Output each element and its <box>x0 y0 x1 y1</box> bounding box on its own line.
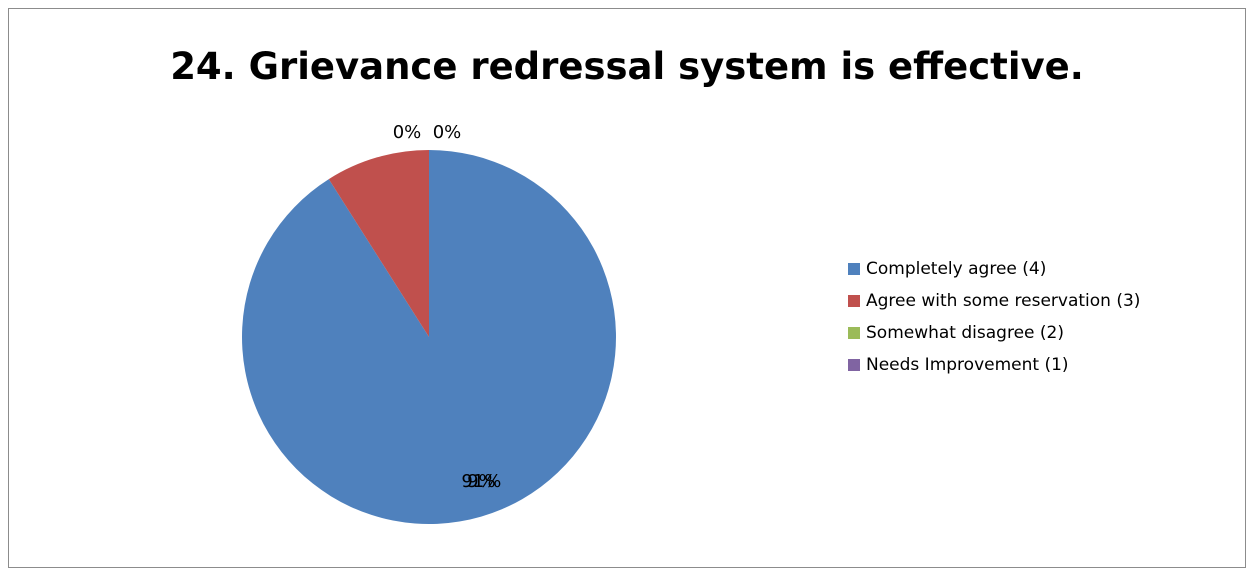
chart-frame: 24. Grievance redressal system is effect… <box>8 8 1246 568</box>
data-label-2: 9% <box>467 471 496 492</box>
data-label-1: 91% <box>461 471 501 492</box>
pie-slice-2 <box>328 150 429 337</box>
data-label-4: 0% <box>433 122 462 143</box>
legend-item: Completely agree (4) <box>848 253 1140 285</box>
legend-label: Needs Improvement (1) <box>866 355 1069 375</box>
legend-swatch <box>848 263 860 275</box>
legend-swatch <box>848 359 860 371</box>
legend-label: Completely agree (4) <box>866 259 1047 279</box>
chart-title: 24. Grievance redressal system is effect… <box>170 45 1084 88</box>
legend-swatch <box>848 295 860 307</box>
legend-swatch <box>848 327 860 339</box>
chart-legend: Completely agree (4) Agree with some rese… <box>848 253 1140 381</box>
legend-label: Agree with some reservation (3) <box>866 291 1141 311</box>
legend-label: Somewhat disagree (2) <box>866 323 1064 343</box>
legend-item: Somewhat disagree (2) <box>848 317 1140 349</box>
data-label-3: 0% <box>393 122 422 143</box>
legend-item: Agree with some reservation (3) <box>848 285 1140 317</box>
legend-item: Needs Improvement (1) <box>848 349 1140 381</box>
pie-slice-1 <box>242 150 617 524</box>
